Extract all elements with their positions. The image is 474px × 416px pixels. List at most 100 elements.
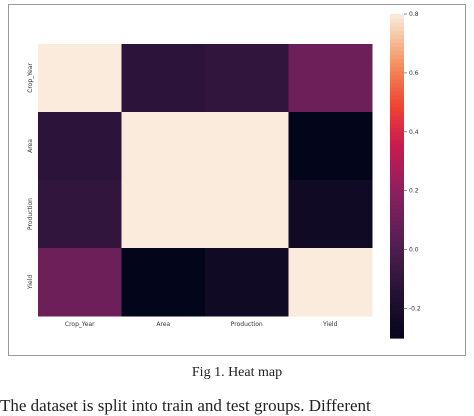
colorbar-segment [390, 139, 404, 145]
heatmap-cell [288, 44, 373, 113]
colorbar-segment [390, 252, 404, 258]
colorbar-tick-label: 0.2 [409, 188, 419, 195]
colorbar-segment [390, 151, 404, 157]
colorbar-segment [390, 30, 404, 35]
colorbar-segment [390, 325, 404, 331]
colorbar-segment [390, 95, 404, 100]
colorbar-segment [390, 167, 404, 173]
heatmap-cell [38, 248, 122, 317]
colorbar-segment [390, 70, 404, 76]
colorbar-segment [390, 313, 404, 319]
colorbar-segment [390, 123, 404, 128]
colorbar-segment [390, 204, 404, 209]
y-tick-label: Production [27, 198, 34, 230]
heatmap-cells [38, 44, 373, 317]
colorbar-segment [390, 62, 404, 68]
y-tick-label: Crop_Year [27, 63, 34, 93]
colorbar-segment [390, 309, 404, 315]
colorbar-segment [390, 232, 404, 238]
colorbar-segment [390, 329, 404, 335]
colorbar-segment [390, 188, 404, 193]
heatmap-cell [121, 112, 206, 181]
colorbar-segment [390, 58, 404, 64]
colorbar-segment [390, 333, 404, 339]
colorbar-segment [390, 42, 404, 47]
colorbar-segment [390, 14, 404, 19]
colorbar-segment [390, 34, 404, 39]
heatmap-cell [38, 180, 122, 249]
y-tick-label: Yield [27, 275, 34, 290]
heatmap-cell [38, 112, 122, 181]
colorbar-tick-label: 0.4 [409, 129, 419, 136]
colorbar-tick-label: 0.6 [409, 70, 419, 77]
colorbar-segment [390, 103, 404, 108]
y-tick-labels: Crop_Year Area Production Yield [27, 63, 34, 291]
colorbar-segment [390, 216, 404, 222]
colorbar-segment [390, 74, 404, 80]
heatmap-cell [205, 112, 289, 181]
colorbar-segment [390, 200, 404, 205]
colorbar-segment [390, 99, 404, 104]
colorbar-segment [390, 78, 404, 84]
colorbar-tick-label: -0.2 [409, 306, 421, 313]
colorbar-segment [390, 301, 404, 307]
colorbar-segment [390, 171, 404, 177]
colorbar-segment [390, 289, 404, 295]
colorbar-segment [390, 257, 404, 262]
colorbar-segment [390, 224, 404, 230]
colorbar-segment [390, 196, 404, 201]
colorbar-segment [390, 305, 404, 311]
colorbar-segment [390, 236, 404, 242]
colorbar-segment [390, 212, 404, 218]
colorbar-segment [390, 107, 404, 112]
colorbar-segment [390, 281, 404, 286]
body-text: The dataset is split into train and test… [0, 396, 371, 415]
colorbar-segment [390, 26, 404, 31]
y-tick-label: Area [27, 139, 34, 153]
colorbar-segment [390, 244, 404, 250]
colorbar-segment [390, 159, 404, 165]
colorbar-segment [390, 180, 404, 185]
colorbar-segment [390, 261, 404, 266]
colorbar-segment [390, 38, 404, 43]
colorbar-segment [390, 143, 404, 149]
colorbar-segment [390, 297, 404, 303]
colorbar-segment [390, 277, 404, 282]
colorbar-segment [390, 228, 404, 234]
colorbar-segment [390, 115, 404, 120]
colorbar-segment [390, 163, 404, 169]
heatmap-cell [121, 180, 206, 249]
colorbar-segment [390, 131, 404, 137]
colorbar-segment [390, 317, 404, 323]
heatmap-cell [288, 248, 373, 317]
colorbar-segment [390, 240, 404, 246]
colorbar-segment [390, 86, 404, 92]
colorbar-segment [390, 293, 404, 299]
x-tick-label: Production [231, 321, 263, 328]
colorbar-segment [390, 50, 404, 56]
colorbar-tick-label: 0.0 [409, 247, 419, 254]
colorbar-segment [390, 285, 404, 290]
figure-caption: Fig 1. Heat map [191, 365, 283, 380]
colorbar-segment [390, 66, 404, 72]
x-tick-label: Area [156, 321, 170, 328]
colorbar-segment [390, 46, 404, 52]
colorbar-tick-labels: 0.8 0.6 0.4 0.2 0.0 -0.2 [409, 11, 421, 313]
heatmap-cell [205, 44, 289, 113]
heatmap-cell [205, 248, 289, 317]
x-tick-label: Yield [322, 321, 337, 328]
x-tick-labels: Crop_Year Area Production Yield [65, 321, 338, 328]
colorbar-segment [390, 273, 404, 278]
heatmap-cell [38, 44, 122, 113]
colorbar-segment [390, 176, 404, 181]
colorbar-segment [390, 321, 404, 327]
colorbar-segment [390, 54, 404, 60]
colorbar-segment [390, 82, 404, 88]
colorbar-segment [390, 248, 404, 254]
colorbar-segment [390, 111, 404, 116]
colorbar-segment [390, 22, 404, 27]
colorbar-segment [390, 192, 404, 197]
heatmap-cell [288, 180, 373, 249]
colorbar-segment [390, 18, 404, 23]
colorbar-segment [390, 127, 404, 133]
